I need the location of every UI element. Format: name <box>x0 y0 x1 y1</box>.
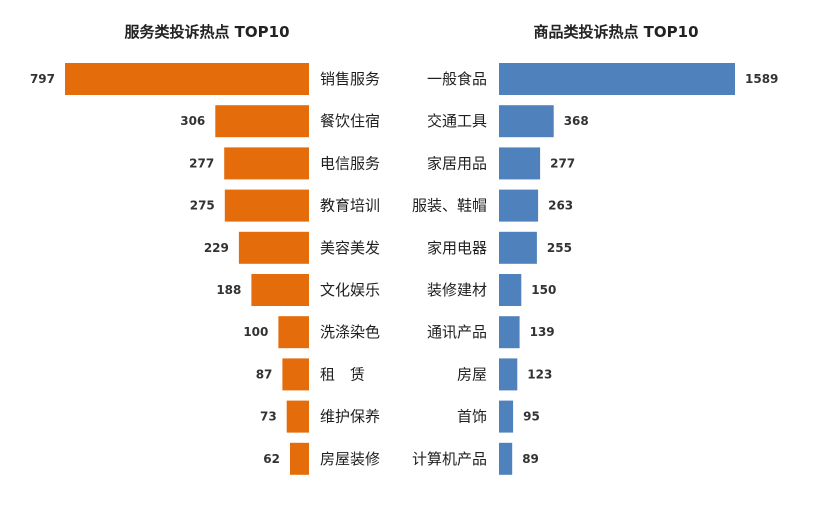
service-bar <box>290 442 309 475</box>
goods-bar <box>499 274 522 306</box>
service-bar <box>224 147 309 180</box>
left-chart-marks: 797 销售服务 306 餐饮住宿 277 电信服务 275 教育培训 229 美容美发 188 文化… <box>30 63 380 475</box>
goods-bar <box>499 105 554 138</box>
goods-value-label: 368 <box>564 114 589 128</box>
goods-bar <box>499 442 513 475</box>
goods-category-label: 首饰 <box>457 408 487 426</box>
service-value-label: 306 <box>180 114 205 128</box>
service-bar <box>224 189 309 222</box>
goods-value-label: 263 <box>548 199 573 213</box>
goods-value-label: 150 <box>531 283 556 297</box>
goods-value-label: 89 <box>522 452 539 466</box>
service-bar <box>251 274 309 306</box>
goods-category-label: 家居用品 <box>427 154 487 172</box>
goods-category-label: 家用电器 <box>427 239 487 257</box>
service-category-label: 洗涤染色 <box>320 323 380 341</box>
goods-bar <box>499 63 735 95</box>
goods-bar <box>499 231 537 264</box>
goods-bar <box>499 358 518 391</box>
goods-category-label: 房屋 <box>457 365 487 383</box>
goods-value-label: 255 <box>547 241 572 255</box>
goods-value-label: 1589 <box>745 72 778 86</box>
service-value-label: 73 <box>260 410 277 424</box>
service-category-label: 美容美发 <box>320 239 380 257</box>
left-chart-title: 服务类投诉热点 TOP10 <box>124 23 289 41</box>
service-category-label: 餐饮住宿 <box>320 112 380 130</box>
service-bar <box>215 105 309 138</box>
goods-bar <box>499 189 539 222</box>
goods-bar <box>499 147 541 180</box>
goods-category-label: 装修建材 <box>427 281 487 299</box>
service-bar <box>286 400 309 433</box>
service-bar <box>282 358 309 391</box>
service-value-label: 797 <box>30 72 55 86</box>
goods-bar <box>499 316 520 349</box>
service-value-label: 275 <box>190 199 215 213</box>
service-category-label: 维护保养 <box>320 408 380 426</box>
service-value-label: 277 <box>189 156 214 170</box>
service-category-label: 文化娱乐 <box>320 281 380 299</box>
service-value-label: 87 <box>256 367 273 381</box>
goods-category-label: 交通工具 <box>427 112 487 130</box>
goods-value-label: 139 <box>530 325 555 339</box>
service-category-label: 租 赁 <box>320 365 365 383</box>
goods-value-label: 123 <box>527 367 552 381</box>
service-category-label: 教育培训 <box>320 197 380 215</box>
goods-value-label: 277 <box>550 156 575 170</box>
right-chart-title: 商品类投诉热点 TOP10 <box>533 23 698 41</box>
goods-category-label: 计算机产品 <box>412 450 487 468</box>
goods-category-label: 一般食品 <box>427 70 487 88</box>
service-category-label: 房屋装修 <box>320 450 380 468</box>
service-bar <box>238 231 309 264</box>
right-chart-marks: 1589 一般食品 368 交通工具 277 家居用品 263 服装、鞋帽 255 家用电器 150… <box>412 63 778 475</box>
service-value-label: 62 <box>263 452 280 466</box>
service-value-label: 229 <box>204 241 229 255</box>
goods-bar <box>499 400 514 433</box>
service-bar <box>278 316 309 349</box>
service-category-label: 销售服务 <box>320 70 380 88</box>
service-bar <box>65 63 309 95</box>
goods-category-label: 服装、鞋帽 <box>412 197 487 215</box>
goods-value-label: 95 <box>523 410 540 424</box>
goods-category-label: 通讯产品 <box>427 323 487 341</box>
service-category-label: 电信服务 <box>320 154 380 172</box>
service-value-label: 100 <box>243 325 268 339</box>
service-value-label: 188 <box>216 283 241 297</box>
